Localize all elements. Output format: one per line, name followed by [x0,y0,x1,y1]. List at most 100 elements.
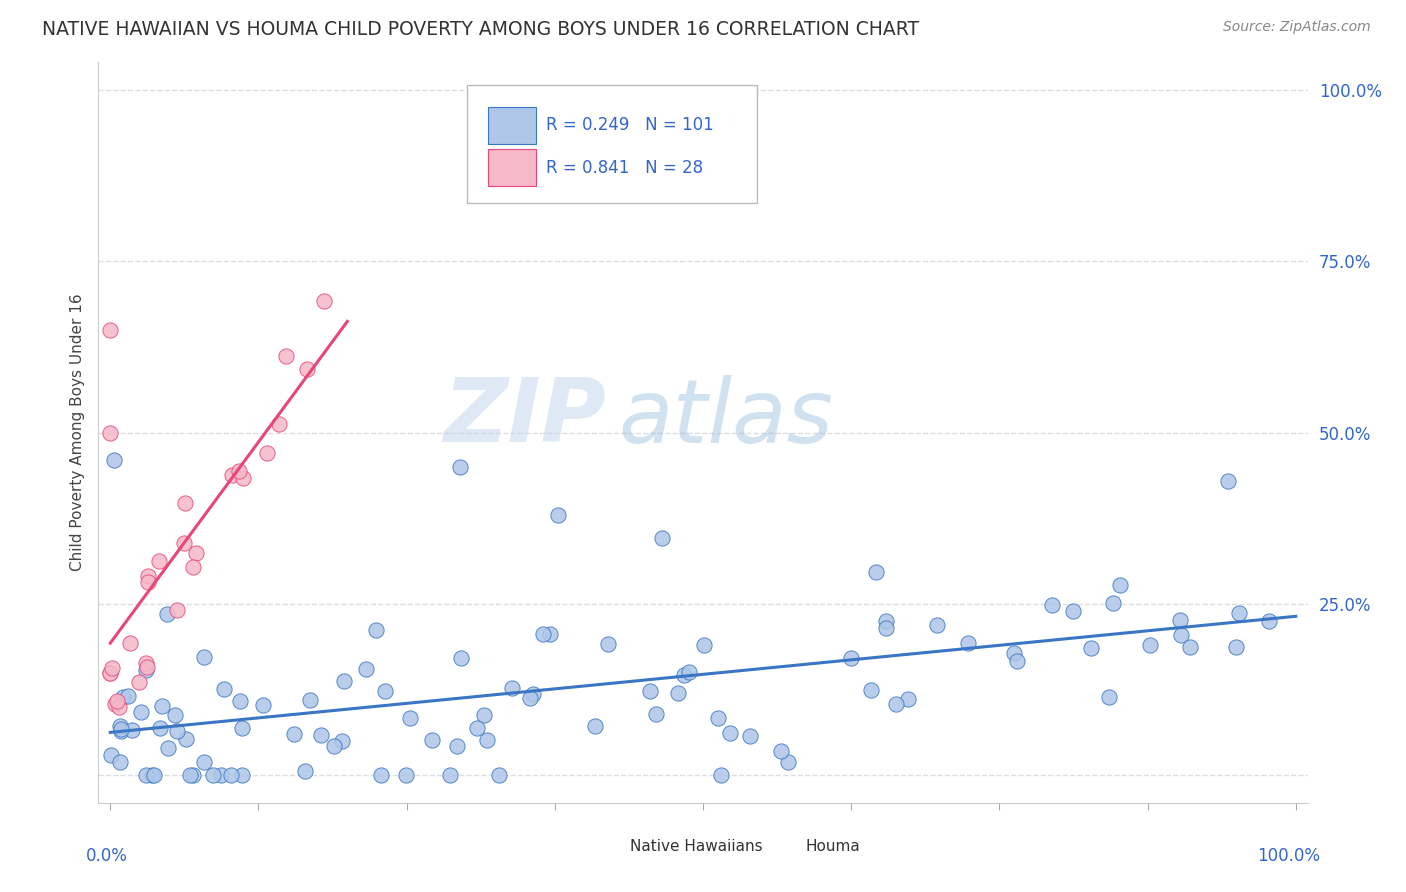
Point [475,732,498,747]
Point [103,697,125,711]
Point [583,718,606,732]
Point [142,768,165,782]
Point [98,323,121,337]
Point [156,607,179,621]
Point [332,674,354,689]
Point [108,755,131,769]
Point [110,723,132,738]
Point [105,694,128,708]
Point [135,660,157,674]
Point [370,768,392,782]
Point [519,691,541,706]
Point [309,728,332,742]
Point [472,708,495,723]
Point [330,734,353,748]
Point [121,723,143,738]
Point [596,636,619,650]
Point [111,690,134,705]
Point [897,692,920,706]
Point [1168,613,1191,627]
Point [141,768,163,782]
Point [540,627,562,641]
Point [1178,640,1201,654]
Point [283,727,305,741]
Point [398,711,420,725]
Text: Source: ZipAtlas.com: Source: ZipAtlas.com [1223,20,1371,34]
Point [395,768,418,782]
Point [98,665,121,680]
Point [865,565,887,579]
Point [229,694,252,708]
Point [645,707,668,722]
Text: Houma: Houma [806,839,860,854]
Point [450,650,472,665]
Point [693,638,716,652]
Point [148,554,170,568]
Text: R = 0.249   N = 101: R = 0.249 N = 101 [546,116,714,135]
Point [707,711,730,725]
Point [720,725,742,739]
Point [100,661,122,675]
Point [1040,598,1063,612]
Point [1109,578,1132,592]
Point [859,683,882,698]
Point [212,682,235,697]
Point [117,690,139,704]
Point [231,721,253,735]
Point [174,732,197,747]
Point [374,683,396,698]
FancyBboxPatch shape [467,85,758,203]
Point [138,569,160,583]
Point [252,698,274,712]
Point [138,575,160,590]
Y-axis label: Child Poverty Among Boys Under 16: Child Poverty Among Boys Under 16 [69,293,84,572]
Point [1102,597,1125,611]
Point [135,656,157,670]
Point [181,559,204,574]
Point [166,724,188,739]
Point [673,667,696,681]
Point [366,624,388,638]
Point [228,464,250,478]
Point [709,768,731,782]
Point [875,621,897,635]
Point [267,417,290,432]
Text: ZIP: ZIP [443,375,606,461]
Point [193,650,215,665]
Point [108,699,131,714]
Point [547,508,569,522]
Point [740,729,762,743]
Point [356,662,378,676]
Point [839,650,862,665]
Text: Native Hawaiians: Native Hawaiians [630,839,763,854]
Point [156,741,179,756]
Point [179,768,201,782]
Point [221,468,243,483]
Point [439,768,461,782]
Point [501,681,523,695]
Point [488,768,510,782]
Point [1139,638,1161,652]
Point [201,768,224,782]
Point [298,693,321,707]
Point [232,471,254,485]
Point [173,496,195,510]
Point [770,743,793,757]
Point [181,768,204,782]
Point [166,603,188,617]
Point [128,675,150,690]
Point [135,768,157,782]
Point [449,459,471,474]
Point [323,739,346,753]
Point [1062,604,1084,618]
Point [1227,606,1250,620]
Point [120,636,142,650]
Text: R = 0.841   N = 28: R = 0.841 N = 28 [546,159,703,177]
FancyBboxPatch shape [488,149,536,186]
Point [465,721,488,735]
Point [638,684,661,698]
Point [98,425,121,440]
Point [312,293,335,308]
Point [131,705,153,719]
Text: NATIVE HAWAIIAN VS HOUMA CHILD POVERTY AMONG BOYS UNDER 16 CORRELATION CHART: NATIVE HAWAIIAN VS HOUMA CHILD POVERTY A… [42,20,920,38]
